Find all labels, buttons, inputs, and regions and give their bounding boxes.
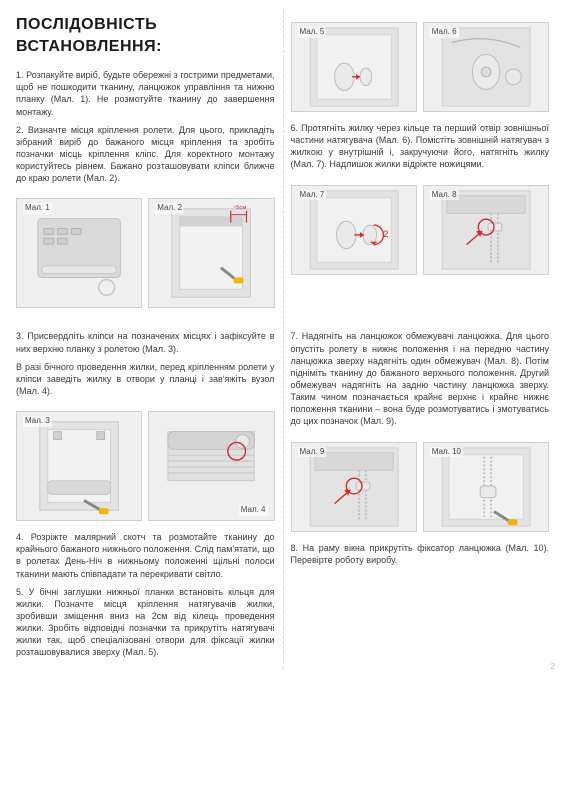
figure-8-label: Мал. 8 [430,190,459,201]
figure-7-label: Мал. 7 [298,190,327,201]
figure-5-label: Мал. 5 [298,27,327,38]
heading: ПОСЛІДОВНІСТЬ ВСТАНОВЛЕННЯ: [16,14,275,57]
figure-3-svg [17,412,141,520]
figure-1-label: Мал. 1 [23,203,52,214]
figure-2: Мал. 2 ~5см [148,198,274,308]
figure-4-label: Мал. 4 [239,505,268,516]
figure-9-label: Мал. 9 [298,447,327,458]
figure-1-svg [17,199,141,307]
quadrant-bottom-left: 3. Присвердліть кліпси на позначених міс… [16,330,275,664]
figure-8: Мал. 8 [423,185,549,275]
svg-text:~5см: ~5см [233,205,247,211]
step-3b: В разі бічного проведення жилки, перед к… [16,361,275,397]
figure-7: Мал. 7 2 [291,185,417,275]
step-2: 2. Визначте місця кріплення ролети. Для … [16,124,275,185]
step-3a: 3. Присвердліть кліпси на позначених міс… [16,330,275,354]
quadrant-top-left: ПОСЛІДОВНІСТЬ ВСТАНОВЛЕННЯ: 1. Розпакуйт… [16,14,275,318]
figure-3: Мал. 3 [16,411,142,521]
step-5: 5. У бічні заглушки нижньої планки встан… [16,586,275,659]
quadrant-bottom-right: 7. Надягніть на ланцюжок обмежувачі ланц… [291,330,550,664]
figure-5: Мал. 5 [291,22,417,112]
figure-4: Мал. 4 [148,411,274,521]
figure-9: Мал. 9 [291,442,417,532]
figure-2-label: Мал. 2 [155,203,184,214]
figure-1: Мал. 1 [16,198,142,308]
figure-6: Мал. 6 [423,22,549,112]
figure-10-label: Мал. 10 [430,447,463,458]
svg-text:2: 2 [383,228,388,238]
figure-10: Мал. 10 [423,442,549,532]
figure-6-label: Мал. 6 [430,27,459,38]
step-4: 4. Розріжте малярний скотч та розмотайте… [16,531,275,580]
page-number: 2 [551,662,555,673]
step-7: 7. Надягніть на ланцюжок обмежувачі ланц… [291,330,550,427]
step-1: 1. Розпакуйте виріб, будьте обережні з г… [16,69,275,118]
quadrant-top-right: Мал. 5 Мал. 6 [291,14,550,318]
figure-2-svg: ~5см [149,199,273,307]
step-6: 6. Протягніть жилку через кільце та перш… [291,122,550,171]
step-8: 8. На раму вікна прикрутіть фіксатор лан… [291,542,550,566]
figure-4-svg [149,412,273,520]
figure-3-label: Мал. 3 [23,416,52,427]
column-divider [283,10,284,669]
